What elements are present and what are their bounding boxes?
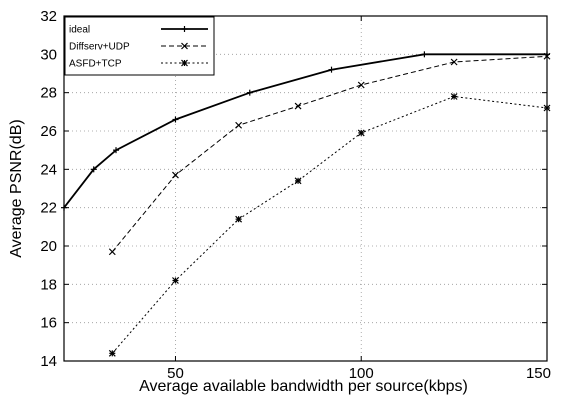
series-2-point-1	[172, 277, 179, 284]
y-tick-label-4: 22	[40, 200, 57, 217]
y-tick-label-7: 28	[40, 85, 57, 102]
series-layer	[61, 51, 551, 357]
series-1	[108, 52, 551, 256]
series-2-point-0	[108, 349, 116, 357]
series-1-point-4	[357, 81, 365, 89]
legend-marker-1	[181, 42, 188, 50]
series-2-point-5	[450, 93, 458, 100]
series-1-point-0	[108, 248, 116, 256]
series-1-point-1	[172, 171, 179, 179]
legend-item-2: ASFD+TCP	[69, 59, 208, 70]
legend-marker-2	[181, 59, 188, 67]
series-0-point-5	[328, 66, 335, 73]
x-tick-label-0: 50	[167, 365, 184, 382]
y-tick-label-0: 14	[40, 353, 57, 370]
legend-label-1: Diffserv+UDP	[69, 42, 130, 53]
legend-label-0: ideal	[69, 25, 90, 36]
legend-item-0: ideal	[69, 25, 208, 36]
y-tick-label-5: 24	[40, 161, 57, 178]
y-tick-label-2: 18	[40, 276, 57, 293]
y-tick-label-8: 30	[40, 46, 57, 63]
series-0-point-4	[246, 89, 253, 96]
series-2-point-2	[235, 215, 243, 223]
y-tick-label-6: 26	[40, 123, 57, 140]
y-tick-label-9: 32	[40, 8, 57, 25]
legend: ideal Diffserv+UDP ASFD+TCP	[64, 16, 215, 76]
plot-frame	[63, 15, 548, 362]
x-axis-title: Average available bandwidth per source(k…	[139, 378, 468, 395]
series-1-point-5	[450, 58, 458, 66]
series-1-point-3	[294, 102, 302, 110]
tick-layer: 14 16 18 20 22 24 26 28 30 32 50 100 150	[40, 8, 551, 382]
series-2-point-4	[357, 129, 365, 137]
series-line-0	[63, 53, 547, 209]
y-axis-title: Average PSNR(dB)	[8, 119, 25, 257]
x-tick-label-1: 100	[349, 365, 374, 382]
legend-label-2: ASFD+TCP	[69, 59, 122, 70]
series-line-1	[111, 55, 548, 253]
series-0-point-1	[90, 166, 97, 173]
legend-item-1: Diffserv+UDP	[69, 42, 208, 53]
series-line-2	[111, 95, 548, 354]
x-tick-label-2: 150	[526, 365, 551, 382]
series-0-point-2	[113, 147, 120, 154]
series-1-point-2	[235, 121, 243, 129]
y-tick-label-3: 20	[40, 238, 57, 255]
y-tick-label-1: 16	[40, 315, 57, 332]
series-2-point-3	[294, 177, 302, 185]
series-0-point-6	[421, 51, 428, 58]
series-0-point-3	[172, 116, 179, 123]
legend-marker-0	[181, 26, 188, 32]
